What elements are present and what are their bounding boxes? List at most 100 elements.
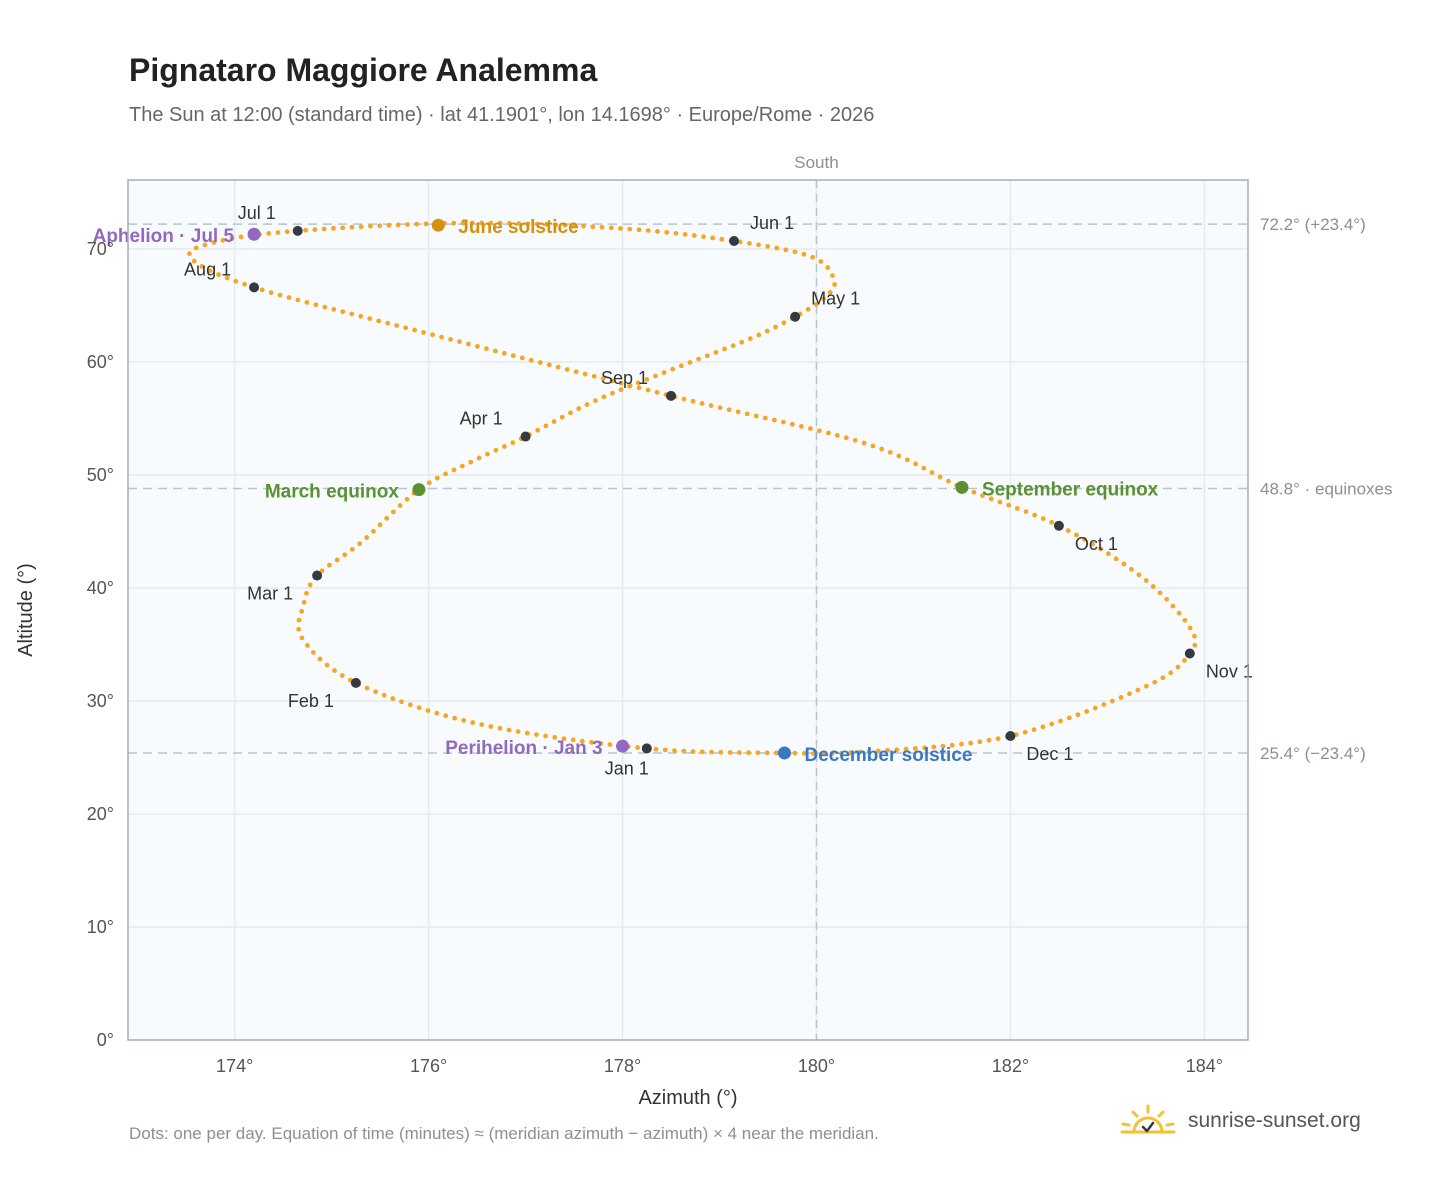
daily-sun-dot [870,443,876,449]
daily-sun-dot [1101,702,1107,708]
daily-sun-dot [929,470,935,475]
daily-sun-dot [997,499,1003,505]
daily-sun-dot [590,224,596,230]
daily-sun-dot [765,243,771,249]
daily-sun-dot [1006,502,1012,508]
daily-sun-dot [718,749,724,755]
daily-sun-dot [476,455,482,461]
event-label: September equinox [982,479,1159,500]
daily-sun-dot [959,741,964,747]
daily-sun-dot [843,435,849,441]
daily-sun-dot [817,428,822,434]
daily-sun-dot [479,220,484,226]
month-marker-sep-1 [666,390,677,401]
daily-sun-dot [510,440,516,446]
daily-sun-dot [1192,642,1198,648]
daily-sun-dot [591,373,597,379]
daily-sun-dot [349,311,355,317]
daily-sun-dot [510,353,516,359]
daily-sun-dot [584,402,590,407]
altitude-reference-label: 72.2° (+23.4°) [1260,215,1366,234]
daily-sun-dot [699,749,705,755]
daily-sun-dot [848,750,853,756]
daily-sun-dot [792,750,798,756]
daily-sun-dot [1113,556,1119,562]
daily-sun-dot [654,389,660,395]
brand[interactable]: sunrise-sunset.org [1120,1104,1361,1138]
daily-sun-dot [497,725,503,731]
daily-sun-dot [1075,712,1081,718]
daily-sun-dot [303,227,309,233]
daily-sun-dot [394,323,400,328]
daily-sun-dot [562,222,568,228]
daily-sun-dot [457,339,462,345]
daily-sun-dot [811,751,816,756]
daily-sun-dot [564,367,570,372]
daily-sun-dot [593,398,598,404]
daily-sun-dot [635,745,640,750]
daily-sun-dot [546,362,552,368]
daily-sun-dot [364,685,370,691]
daily-sun-dot [259,287,265,293]
month-marker-dec-1 [1005,731,1016,742]
daily-sun-dot [744,411,750,417]
daily-sun-dot [468,459,474,465]
daily-sun-dot [746,750,752,756]
daily-sun-dot [568,410,573,416]
daily-sun-dot [286,295,292,300]
daily-sun-dot [1066,715,1072,721]
daily-sun-dot [553,222,559,228]
daily-sun-dot [719,236,725,242]
event-marker-aphelion-jul-5 [247,227,261,241]
event-label: March equinox [265,482,400,503]
daily-sun-dot [211,240,217,245]
daily-sun-dot [852,437,858,443]
daily-sun-dot [995,736,1001,742]
daily-sun-dot [825,265,831,271]
daily-sun-dot [821,296,826,302]
daily-sun-dot [423,221,429,227]
daily-sun-dot [1143,683,1149,689]
daily-sun-dot [1150,584,1156,589]
daily-sun-dot [349,224,355,230]
daily-sun-dot [810,254,816,260]
daily-sun-dot [764,328,770,334]
y-tick-label: 70° [87,239,114,259]
daily-sun-dot [543,733,548,739]
footnote: Dots: one per day. Equation of time (min… [129,1124,879,1143]
daily-sun-dot [451,220,457,226]
daily-sun-dot [710,235,716,241]
daily-sun-dot [448,336,453,342]
daily-sun-dot [1074,532,1079,538]
daily-sun-dot [726,407,732,413]
daily-sun-dot [681,396,687,402]
daily-sun-dot [543,423,549,429]
daily-sun-dot [756,332,762,338]
daily-sun-dot [207,268,213,274]
daily-sun-dot [516,221,522,226]
daily-sun-dot [875,748,881,754]
daily-sun-dot [713,350,719,355]
daily-sun-dot [681,748,687,754]
daily-sun-dot [949,742,955,748]
daily-sun-dot [1014,505,1020,511]
daily-sun-dot [945,478,951,484]
daily-sun-dot [1127,691,1132,697]
daily-sun-dot [832,282,838,287]
daily-sun-dot [368,223,373,229]
daily-sun-dot [395,222,401,228]
month-label: Aug 1 [184,259,231,279]
daily-sun-dot [771,417,777,423]
daily-sun-dot [488,220,494,226]
daily-sun-dot [295,297,301,303]
daily-sun-dot [425,708,431,713]
daily-sun-dot [397,503,403,508]
daily-sun-dot [762,415,768,421]
daily-sun-dot [284,229,290,235]
sun-logo-icon [1120,1104,1176,1134]
daily-sun-dot [534,732,539,737]
daily-sun-dot [358,313,364,319]
daily-sun-dot [1058,718,1063,724]
daily-sun-dot [334,557,340,563]
daily-sun-dot [525,221,531,227]
